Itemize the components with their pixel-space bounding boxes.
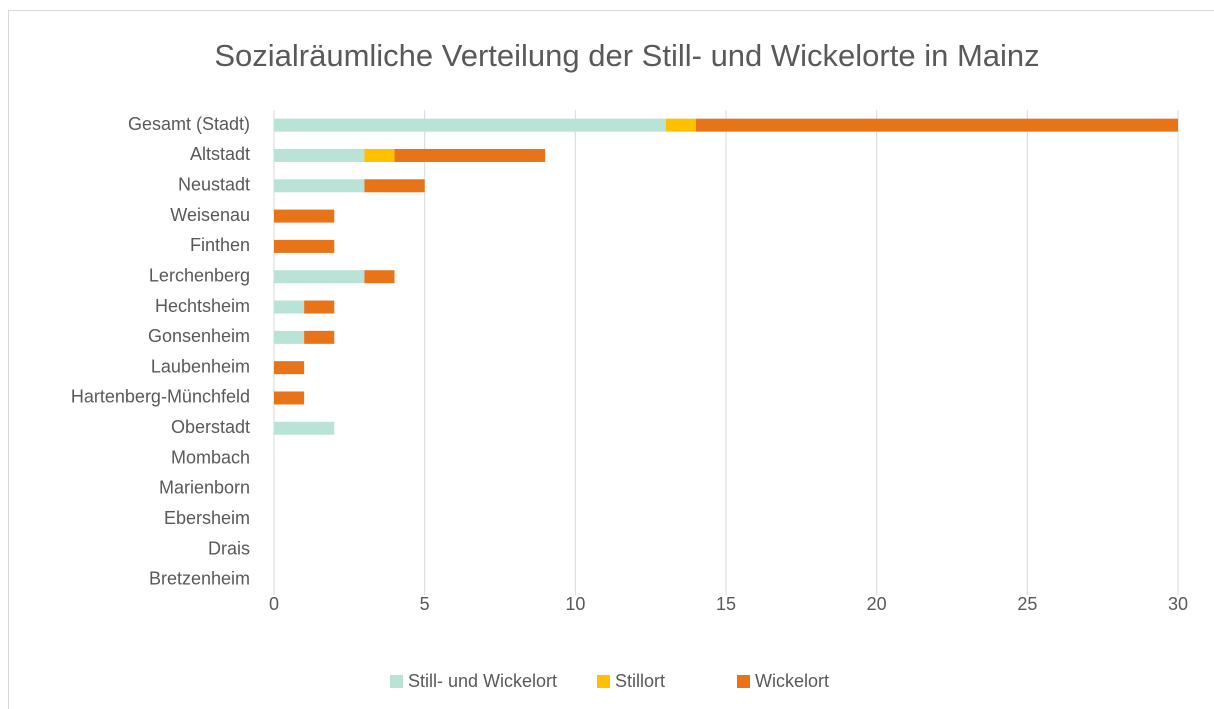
bar-segment [274, 179, 365, 193]
y-tick-label: Gonsenheim [148, 326, 250, 346]
bar-segment [304, 330, 335, 344]
bar-segment [274, 361, 305, 375]
legend-swatch [390, 675, 403, 688]
bar-segment [274, 148, 365, 162]
y-tick-label: Ebersheim [164, 508, 250, 528]
bar-segment [274, 270, 365, 284]
y-tick-label: Mombach [171, 447, 250, 467]
x-tick-label: 30 [1168, 594, 1188, 614]
bar-segment [274, 209, 335, 223]
legend-label: Stillort [615, 671, 665, 691]
y-tick-label: Finthen [190, 235, 250, 255]
x-tick-label: 15 [716, 594, 736, 614]
y-tick-label: Gesamt (Stadt) [128, 114, 250, 134]
x-tick-label: 25 [1017, 594, 1037, 614]
y-tick-label: Hartenberg-Münchfeld [71, 387, 250, 407]
y-tick-label: Weisenau [170, 205, 250, 225]
bar-segment [304, 300, 335, 314]
legend-swatch [737, 675, 750, 688]
y-tick-label: Drais [208, 538, 250, 558]
bar-segment [274, 300, 305, 314]
y-tick-label: Marienborn [159, 478, 250, 498]
legend-swatch [597, 675, 610, 688]
bar-segment [274, 118, 666, 132]
x-tick-label: 10 [565, 594, 585, 614]
bar-segment [394, 148, 546, 162]
bar-segment [364, 148, 395, 162]
y-tick-label: Laubenheim [151, 356, 250, 376]
chart-title: Sozialräumliche Verteilung der Still- un… [214, 38, 1039, 73]
bar-segment [274, 391, 305, 405]
bar-segment [274, 421, 335, 435]
bar-segment [364, 179, 425, 193]
y-tick-label: Neustadt [178, 175, 250, 195]
legend-label: Wickelort [755, 671, 829, 691]
x-tick-label: 5 [420, 594, 430, 614]
bar-segment [274, 239, 335, 253]
bar-segment [364, 270, 395, 284]
y-tick-label: Bretzenheim [149, 569, 250, 589]
bar-segment [665, 118, 696, 132]
y-tick-label: Hechtsheim [155, 296, 250, 316]
y-tick-label: Lerchenberg [149, 265, 250, 285]
x-tick-label: 0 [269, 594, 279, 614]
chart-border [8, 10, 1214, 709]
bar-segment [695, 118, 1178, 132]
bar-segment [274, 330, 305, 344]
legend-label: Still- und Wickelort [408, 671, 557, 691]
y-tick-label: Oberstadt [171, 417, 250, 437]
y-tick-label: Altstadt [190, 144, 250, 164]
x-tick-label: 20 [867, 594, 887, 614]
